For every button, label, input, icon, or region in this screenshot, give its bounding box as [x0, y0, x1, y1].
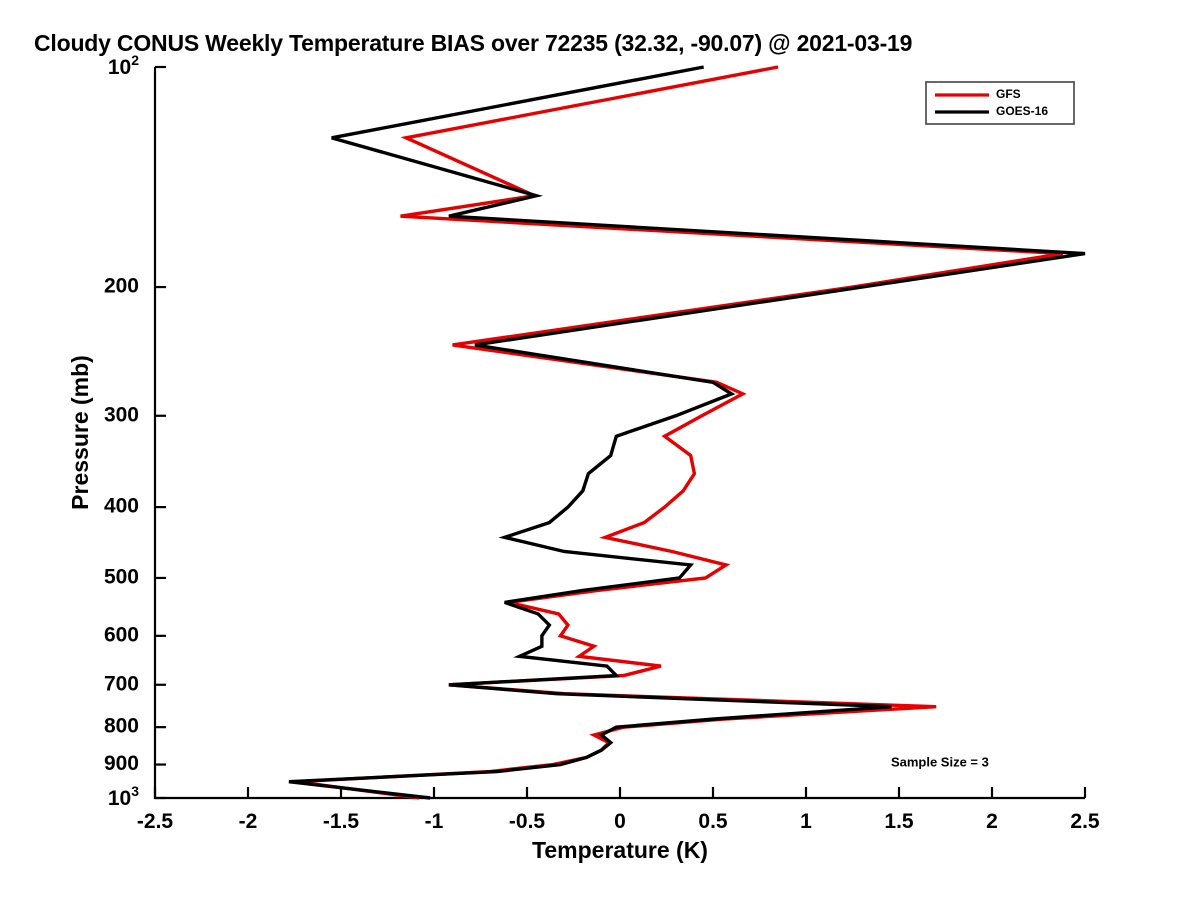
- x-tick-label: 1: [800, 810, 812, 833]
- annotations-group: Sample Size = 3: [891, 754, 989, 769]
- y-tick-label: 500: [104, 565, 139, 588]
- legend-frame: [925, 81, 1075, 125]
- x-tick-label: 1.5: [884, 810, 914, 833]
- series-line-gfs: [296, 65, 1063, 800]
- y-axis-title: Pressure (mb): [67, 355, 93, 510]
- y-tick-label: 103: [108, 783, 139, 810]
- y-tick-label: 700: [104, 672, 139, 695]
- y-tick-label: 300: [104, 403, 139, 426]
- y-tick-label: 900: [104, 752, 139, 775]
- x-tick-label: -2: [239, 810, 258, 833]
- x-tick-label: -1.5: [323, 810, 360, 833]
- x-tick-label: -1: [425, 810, 444, 833]
- series-line-goes-16: [288, 65, 1086, 800]
- x-tick-label: -2.5: [137, 810, 174, 833]
- legend-label-gfs: GFS: [996, 87, 1021, 101]
- x-axis-title: Temperature (K): [532, 837, 708, 863]
- x-tick-label: 0: [614, 810, 626, 833]
- legend[interactable]: GFS GOES-16: [925, 81, 1075, 125]
- y-tick-label: 200: [104, 275, 139, 298]
- page-title: Cloudy CONUS Weekly Temperature BIAS ove…: [34, 30, 913, 56]
- x-tick-label: 2: [986, 810, 998, 833]
- x-tick-label: 0.5: [698, 810, 728, 833]
- sample-size-annotation: Sample Size = 3: [891, 754, 989, 769]
- y-tick-label: 102: [108, 52, 139, 79]
- y-axis-ticks: 102 200 300 400 500 600 700 800 900 103: [104, 52, 166, 810]
- axis-frame: [153, 67, 1085, 800]
- y-tick-label: 600: [104, 623, 139, 646]
- y-tick-label: 800: [104, 715, 139, 738]
- x-tick-label: -0.5: [509, 810, 546, 833]
- x-axis-ticks: -2.5 -2 -1.5 -1 -0.5 0 0.5 1 1.5 2 2.5: [137, 787, 1100, 833]
- data-series-group: [288, 65, 1086, 800]
- y-tick-label: 400: [104, 495, 139, 518]
- x-tick-label: 2.5: [1070, 810, 1100, 833]
- legend-label-goes-16: GOES-16: [996, 104, 1048, 118]
